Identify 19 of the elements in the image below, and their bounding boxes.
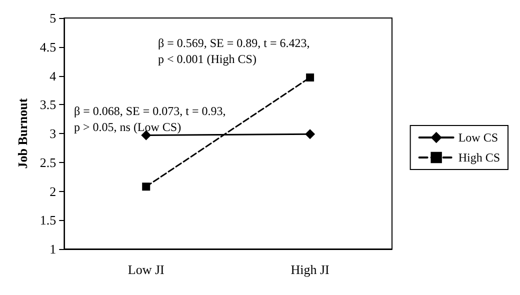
annotation: β = 0.569, SE = 0.89, t = 6.423, p < 0.001 (High CS)	[158, 36, 310, 66]
y-tick-label: 1.5	[40, 212, 56, 228]
y-tick-label: 5	[50, 10, 56, 26]
y-axis-title: Job Burnout	[15, 98, 30, 169]
y-tick-label: 4	[50, 68, 57, 84]
annotation: β = 0.068, SE = 0.073, t = 0.93, p > 0.05, ns (Low CS)	[74, 104, 226, 134]
y-tick-label: 3	[50, 126, 56, 141]
point	[305, 129, 316, 140]
legend-label: High CS	[458, 150, 500, 164]
x-tick-label: Low JI	[128, 262, 164, 277]
y-tick-label: 1	[50, 242, 56, 256]
point	[306, 73, 314, 82]
y-tick-label: 2	[50, 184, 56, 199]
y-tick-label: 2.5	[40, 154, 56, 170]
point	[142, 182, 150, 191]
x-tick-label: High JI	[290, 262, 330, 277]
legend-label: Low CS	[458, 130, 498, 144]
y-tick-label: 3.5	[40, 97, 56, 112]
y-tick-label: 4.5	[40, 39, 56, 54]
